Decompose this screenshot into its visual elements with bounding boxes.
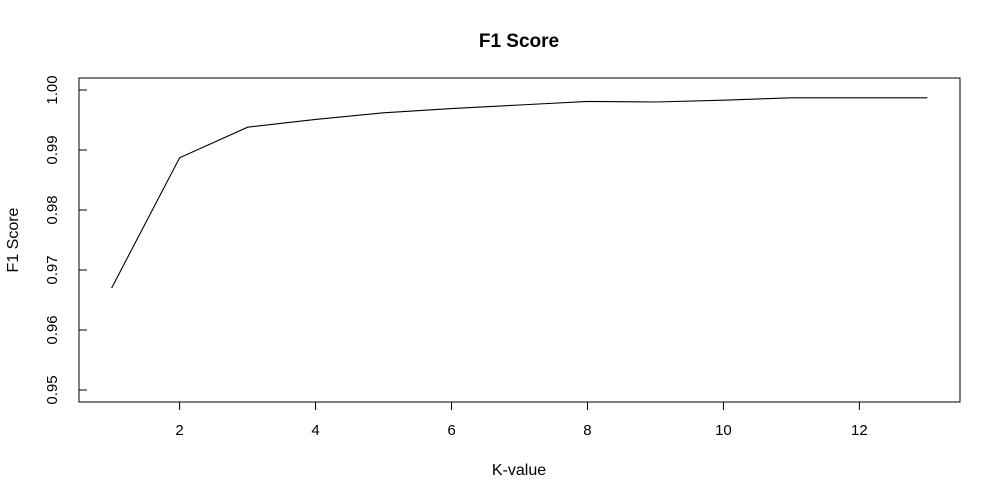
chart-title: F1 Score — [479, 31, 559, 52]
y-tick-label: 0.96 — [44, 315, 61, 344]
y-tick-label: 0.97 — [44, 255, 61, 284]
y-tick-label: 0.95 — [44, 375, 61, 404]
series-line — [111, 97, 928, 289]
y-tick-label: 0.98 — [44, 195, 61, 224]
y-tick-label: 0.99 — [44, 135, 61, 164]
x-tick-label: 4 — [311, 422, 319, 439]
x-tick-label: 8 — [583, 422, 591, 439]
y-tick-label: 1.00 — [44, 75, 61, 104]
x-axis-label: K-value — [492, 462, 546, 479]
plot-area: 2 4 6 8 10 12 0.95 0.96 0.97 0.98 0.99 1.00 — [44, 75, 961, 439]
x-tick-label: 12 — [851, 422, 868, 439]
plot-frame — [78, 77, 961, 403]
x-tick-label: 2 — [175, 422, 183, 439]
y-axis-label: F1 Score — [5, 207, 22, 272]
x-tick-label: 6 — [447, 422, 455, 439]
x-tick-label: 10 — [715, 422, 732, 439]
